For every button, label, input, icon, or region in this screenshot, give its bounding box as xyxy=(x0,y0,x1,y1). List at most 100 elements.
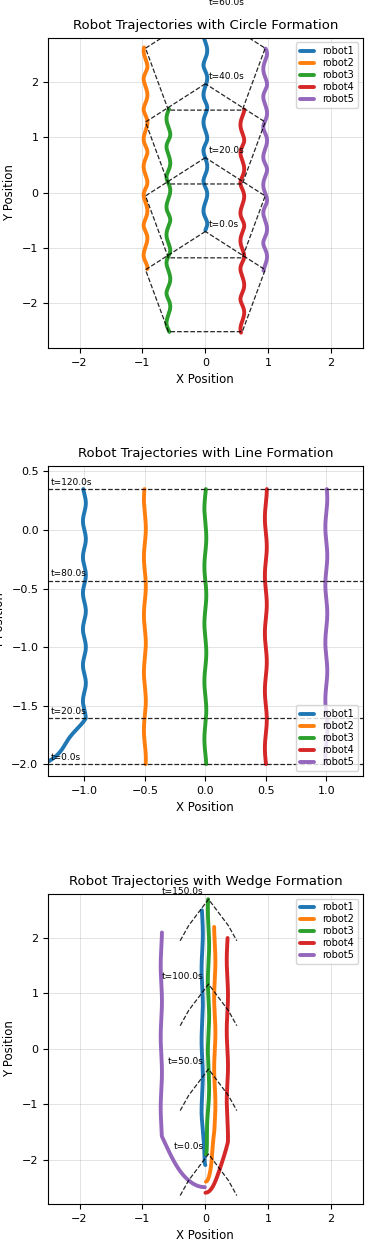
robot2 xyxy=(212,1004,217,1020)
robot2 xyxy=(142,549,146,564)
robot5 xyxy=(323,632,327,647)
Line: robot4: robot4 xyxy=(205,938,228,1193)
robot4 xyxy=(242,102,246,117)
robot4 xyxy=(224,1140,229,1155)
robot5 xyxy=(324,594,329,609)
Text: t=20.0s: t=20.0s xyxy=(51,707,86,716)
Line: robot2: robot2 xyxy=(144,489,146,764)
robot1 xyxy=(199,1042,204,1057)
robot5 xyxy=(265,130,269,145)
Text: t=0.0s: t=0.0s xyxy=(51,752,81,761)
Legend: robot1, robot2, robot3, robot4, robot5: robot1, robot2, robot3, robot4, robot5 xyxy=(296,899,358,964)
robot1 xyxy=(204,75,209,90)
robot4 xyxy=(226,1120,230,1135)
robot4 xyxy=(265,482,269,497)
Y-axis label: Y Position: Y Position xyxy=(3,1021,16,1077)
robot3 xyxy=(204,709,208,724)
robot5 xyxy=(160,1065,164,1080)
robot1 xyxy=(203,223,208,238)
robot2 xyxy=(142,162,146,177)
robot3 xyxy=(204,594,208,609)
robot4 xyxy=(225,1070,230,1085)
robot3 xyxy=(167,325,172,340)
robot3 xyxy=(165,194,170,209)
Title: Robot Trajectories with Line Formation: Robot Trajectories with Line Formation xyxy=(78,448,333,460)
robot2 xyxy=(212,919,216,934)
robot1 xyxy=(201,1007,205,1022)
robot3 xyxy=(165,223,169,238)
Line: robot5: robot5 xyxy=(161,933,205,1188)
robot3 xyxy=(206,1031,211,1046)
Title: Robot Trajectories with Wedge Formation: Robot Trajectories with Wedge Formation xyxy=(68,875,342,888)
robot1 xyxy=(40,756,44,771)
robot4 xyxy=(265,594,269,609)
Text: t=80.0s: t=80.0s xyxy=(51,569,86,578)
Text: t=60.0s: t=60.0s xyxy=(209,0,244,8)
robot1 xyxy=(200,1112,204,1127)
robot3 xyxy=(204,1146,208,1161)
robot3 xyxy=(203,549,207,564)
robot2 xyxy=(144,632,148,647)
Line: robot1: robot1 xyxy=(202,910,205,1165)
Line: robot5: robot5 xyxy=(263,49,267,271)
robot4 xyxy=(265,709,269,724)
robot3 xyxy=(168,158,172,173)
robot1 xyxy=(82,686,86,701)
robot5 xyxy=(261,263,266,278)
robot2 xyxy=(142,594,147,609)
robot3 xyxy=(204,756,208,771)
Text: t=100.0s: t=100.0s xyxy=(162,972,204,982)
robot4 xyxy=(225,1035,229,1050)
robot4 xyxy=(239,325,243,340)
robot5 xyxy=(323,756,328,771)
robot5 xyxy=(324,482,329,497)
robot5 xyxy=(323,573,328,588)
robot2 xyxy=(212,982,216,997)
robot4 xyxy=(203,1185,208,1200)
robot5 xyxy=(263,41,268,56)
Line: robot2: robot2 xyxy=(206,927,215,1181)
robot4 xyxy=(264,756,268,771)
robot1 xyxy=(205,183,209,198)
robot4 xyxy=(263,573,267,588)
Title: Robot Trajectories with Circle Formation: Robot Trajectories with Circle Formation xyxy=(73,19,338,33)
robot2 xyxy=(213,1025,218,1040)
robot2 xyxy=(145,262,149,277)
robot4 xyxy=(241,193,246,208)
robot3 xyxy=(203,573,208,588)
robot2 xyxy=(143,686,148,701)
Text: t=150.0s: t=150.0s xyxy=(162,888,204,897)
Line: robot1: robot1 xyxy=(42,489,86,764)
robot3 xyxy=(204,482,208,497)
robot5 xyxy=(261,204,266,219)
Legend: robot1, robot2, robot3, robot4, robot5: robot1, robot2, robot3, robot4, robot5 xyxy=(296,43,358,108)
robot1 xyxy=(201,58,206,73)
robot3 xyxy=(206,892,210,907)
robot5 xyxy=(324,709,329,724)
robot4 xyxy=(242,158,246,173)
robot1 xyxy=(82,594,87,609)
robot2 xyxy=(142,482,147,497)
Y-axis label: Y Position: Y Position xyxy=(0,592,6,650)
robot5 xyxy=(265,162,269,177)
robot5 xyxy=(158,1030,163,1045)
robot5 xyxy=(159,1115,163,1130)
robot5 xyxy=(262,115,266,130)
robot3 xyxy=(164,285,169,300)
Text: t=40.0s: t=40.0s xyxy=(209,71,244,82)
robot5 xyxy=(323,686,328,701)
robot2 xyxy=(141,133,146,148)
robot1 xyxy=(200,903,204,918)
X-axis label: X Position: X Position xyxy=(176,1229,234,1243)
robot3 xyxy=(203,686,207,701)
robot1 xyxy=(203,168,207,183)
robot4 xyxy=(241,223,245,238)
Text: t=0.0s: t=0.0s xyxy=(209,219,239,228)
robot1 xyxy=(201,987,205,1002)
robot1 xyxy=(83,632,87,647)
robot5 xyxy=(265,224,269,240)
Text: t=0.0s: t=0.0s xyxy=(173,1142,204,1151)
robot3 xyxy=(166,176,171,191)
robot3 xyxy=(203,632,208,647)
robot1 xyxy=(204,124,208,139)
